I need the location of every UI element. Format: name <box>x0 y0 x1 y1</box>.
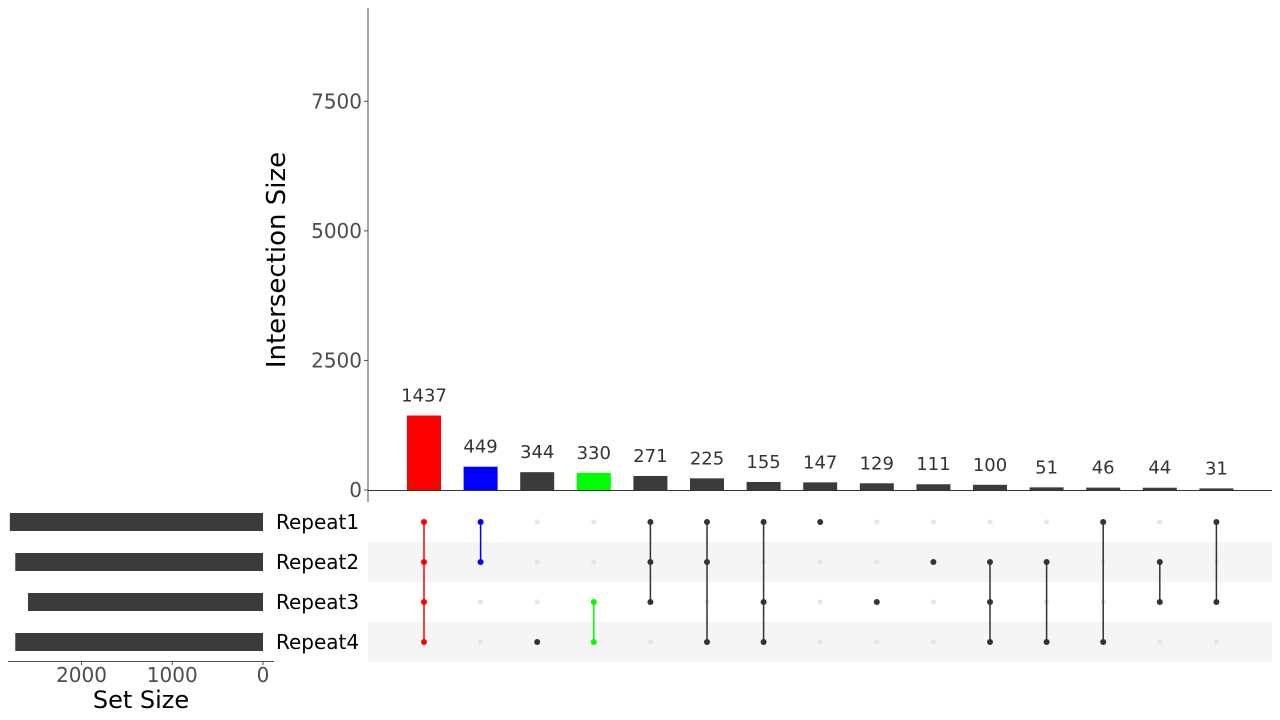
y-tick-label: 0 <box>349 478 362 502</box>
bar-value-label: 129 <box>860 453 894 474</box>
matrix-dot-inactive <box>1157 639 1163 645</box>
y-tick-label: 2500 <box>311 348 362 372</box>
matrix-dot-inactive <box>874 519 880 525</box>
set-name-label: Repeat1 <box>276 510 359 534</box>
matrix-dot-active <box>930 559 937 565</box>
bar-value-label: 46 <box>1092 458 1115 479</box>
intersection-bar <box>746 481 781 490</box>
intersection-bar <box>973 484 1007 490</box>
set-size-bar <box>15 553 264 571</box>
set-name-label: Repeat2 <box>276 550 359 574</box>
y-tick-label: 7500 <box>311 89 362 113</box>
matrix-dot-inactive <box>1213 639 1219 645</box>
intersection-bar <box>576 472 611 490</box>
set-size-bar <box>9 513 264 531</box>
bar-value-label: 271 <box>633 446 667 467</box>
intersection-bar <box>1029 487 1064 490</box>
bar-value-label: 44 <box>1148 458 1171 479</box>
y-tick-label: 5000 <box>311 219 362 243</box>
intersection-bar <box>1086 487 1121 490</box>
bar-value-label: 100 <box>973 455 1007 476</box>
matrix-dot-inactive <box>817 599 823 605</box>
matrix-dot-inactive <box>930 639 937 645</box>
set-name-label: Repeat3 <box>276 590 359 614</box>
bar-value-label: 111 <box>916 454 950 475</box>
intersection-bar <box>520 472 555 490</box>
matrix-dot-inactive <box>534 519 540 525</box>
matrix-dot-inactive <box>987 519 993 525</box>
intersection-bar <box>690 478 724 490</box>
set-size-tick-label: 0 <box>257 663 270 687</box>
matrix-dot-inactive <box>874 639 880 645</box>
matrix-dot-inactive <box>647 639 654 645</box>
matrix-dot-inactive <box>817 639 823 645</box>
matrix-dot-inactive <box>478 599 484 605</box>
intersection-bar <box>859 483 894 490</box>
y-axis-title: Intersection Size <box>262 152 292 368</box>
set-size-bar <box>27 593 264 611</box>
matrix-dot-inactive <box>817 559 823 565</box>
matrix-dot-active <box>817 519 824 525</box>
matrix-dot-inactive <box>874 559 880 565</box>
set-size-bars: Repeat1 Repeat2 Repeat3 Repeat4 2000 1000 0 <box>8 510 359 687</box>
bar-value-label: 449 <box>463 437 497 458</box>
set-size-tick-label: 1000 <box>147 663 198 687</box>
intersection-size-axis: 0 2500 5000 7500 <box>311 8 1272 502</box>
bar-value-label: 51 <box>1035 457 1058 478</box>
intersection-bar <box>633 475 668 490</box>
set-size-bar <box>15 633 264 651</box>
intersection-bar <box>1142 487 1177 490</box>
intersection-matrix <box>421 519 1220 645</box>
bar-value-label: 344 <box>520 442 554 463</box>
bar-value-label: 31 <box>1205 458 1228 479</box>
matrix-dot-active <box>873 599 880 605</box>
intersection-bar <box>916 484 951 490</box>
set-size-tick-label: 2000 <box>56 663 107 687</box>
matrix-dot-inactive <box>478 639 484 645</box>
matrix-dot-inactive <box>534 599 540 605</box>
set-size-axis-title: Set Size <box>93 686 189 714</box>
matrix-dot-inactive <box>591 519 597 525</box>
intersection-bar <box>1199 488 1234 490</box>
matrix-dot-inactive <box>591 559 597 565</box>
intersection-bar <box>407 415 441 490</box>
bar-value-label: 155 <box>746 452 780 473</box>
bar-value-label: 147 <box>803 452 837 473</box>
intersection-bars: 1437 449 344 330 271 225 155 147 129 111 100 51 46 44… <box>401 386 1234 490</box>
matrix-dot-inactive <box>1044 519 1050 525</box>
matrix-dot-inactive <box>1157 519 1163 525</box>
intersection-bar <box>463 466 498 490</box>
bar-value-label: 330 <box>577 443 611 464</box>
set-name-label: Repeat4 <box>276 630 359 654</box>
matrix-dot-active <box>534 639 541 645</box>
matrix-dot-inactive <box>930 519 937 525</box>
matrix-dot-inactive <box>930 599 937 605</box>
bar-value-label: 225 <box>690 448 724 469</box>
bar-value-label: 1437 <box>401 386 447 407</box>
matrix-dot-inactive <box>534 559 540 565</box>
intersection-bar <box>803 482 838 490</box>
